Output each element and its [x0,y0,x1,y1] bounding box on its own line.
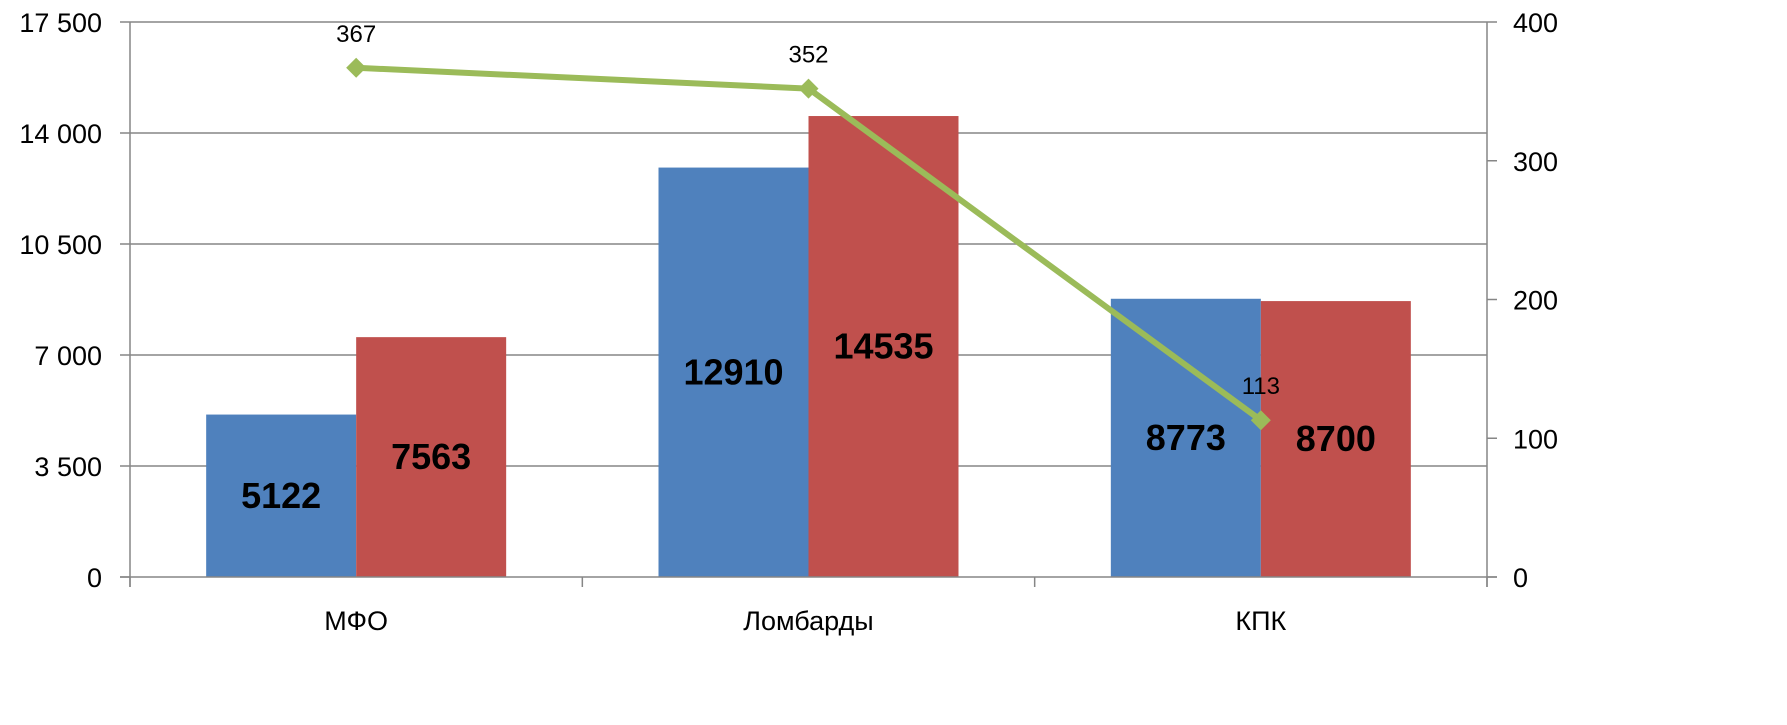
left-tick-label: 10 500 [19,230,102,260]
bar-value-label: 7563 [391,436,471,477]
bar [356,337,507,577]
line-point [346,57,367,78]
right-tick-label: 200 [1513,286,1558,316]
labels: 5122 7563 12910 14535 8773 8700 367 352 113 [241,21,1376,516]
bar-series [206,116,1411,577]
left-tick-label: 0 [87,563,102,593]
line-point [798,78,819,99]
bar-value-label: 8773 [1146,417,1226,458]
category-label: КПК [1235,606,1286,636]
bar [1110,298,1261,577]
right-tick-label: 0 [1513,563,1528,593]
left-tick-label: 3 500 [34,452,102,482]
left-tick-label: 7 000 [34,341,102,371]
left-tick-label: 14 000 [19,119,102,149]
line-value-label: 113 [1242,373,1280,400]
axes: 0 3 500 7 000 10 500 14 000 17 500 0 100 200 300 4… [19,8,1558,636]
bar-value-label: 5122 [241,475,321,516]
bar [1260,301,1411,577]
right-tick-label: 400 [1513,8,1558,38]
bar [206,414,357,577]
line-point [1250,410,1271,431]
bar [658,167,809,577]
right-tick-label: 100 [1513,424,1558,454]
bar-value-label: 12910 [683,351,783,392]
line-value-label: 352 [788,42,828,69]
bar-value-label: 8700 [1296,418,1376,459]
category-label: МФО [324,606,388,636]
bar-value-label: 14535 [833,326,933,367]
bar [808,116,959,577]
left-tick-label: 17 500 [19,8,102,38]
right-tick-label: 300 [1513,147,1558,177]
category-label: Ломбарды [743,606,873,636]
line-series [346,57,1271,431]
line-value-label: 367 [336,21,376,48]
